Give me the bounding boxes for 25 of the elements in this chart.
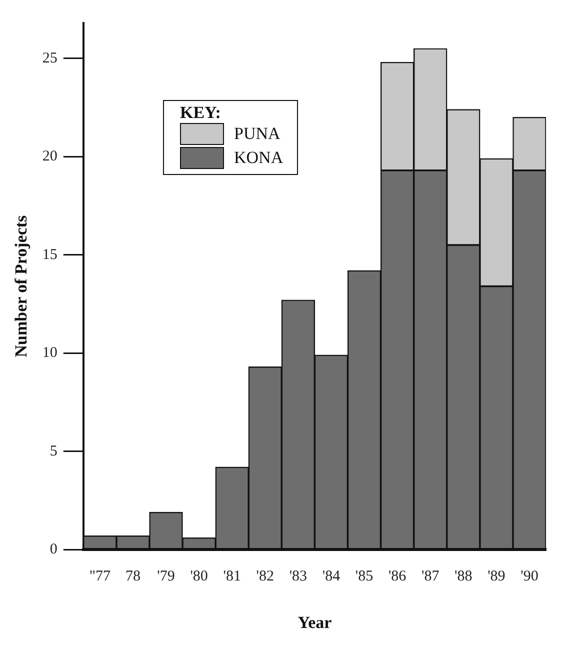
x-tick-label: '88 [454,568,472,585]
y-tick-label: 10 [42,345,58,362]
x-tick-label: '85 [355,568,374,585]
y-axis-title: Number of Projects [12,214,31,358]
y-tick-label: 20 [42,148,58,165]
x-tick-label: '89 [488,568,506,585]
x-tick-label: '84 [322,568,341,585]
x-tick-label: '82 [256,568,274,585]
x-tick-label: '90 [520,568,538,585]
y-tick-label: 25 [42,50,58,66]
x-tick-label: '79 [157,568,175,585]
x-tick-label: '81 [223,568,241,585]
legend-label: KONA [234,148,284,168]
legend-label: PUNA [234,124,280,144]
x-tick-label: '80 [190,568,208,585]
x-tick-label: '86 [388,568,407,585]
x-tick-label: '83 [289,568,308,585]
y-tick-label: 5 [50,443,58,460]
x-tick-label: '87 [422,568,440,585]
y-tick-label: 15 [42,246,58,263]
y-tick-label: 0 [50,542,58,558]
x-axis-title: Year [298,613,332,632]
x-tick-label: 78 [125,568,140,585]
x-tick-label: "77 [89,568,111,585]
legend-title: KEY: [180,103,222,122]
